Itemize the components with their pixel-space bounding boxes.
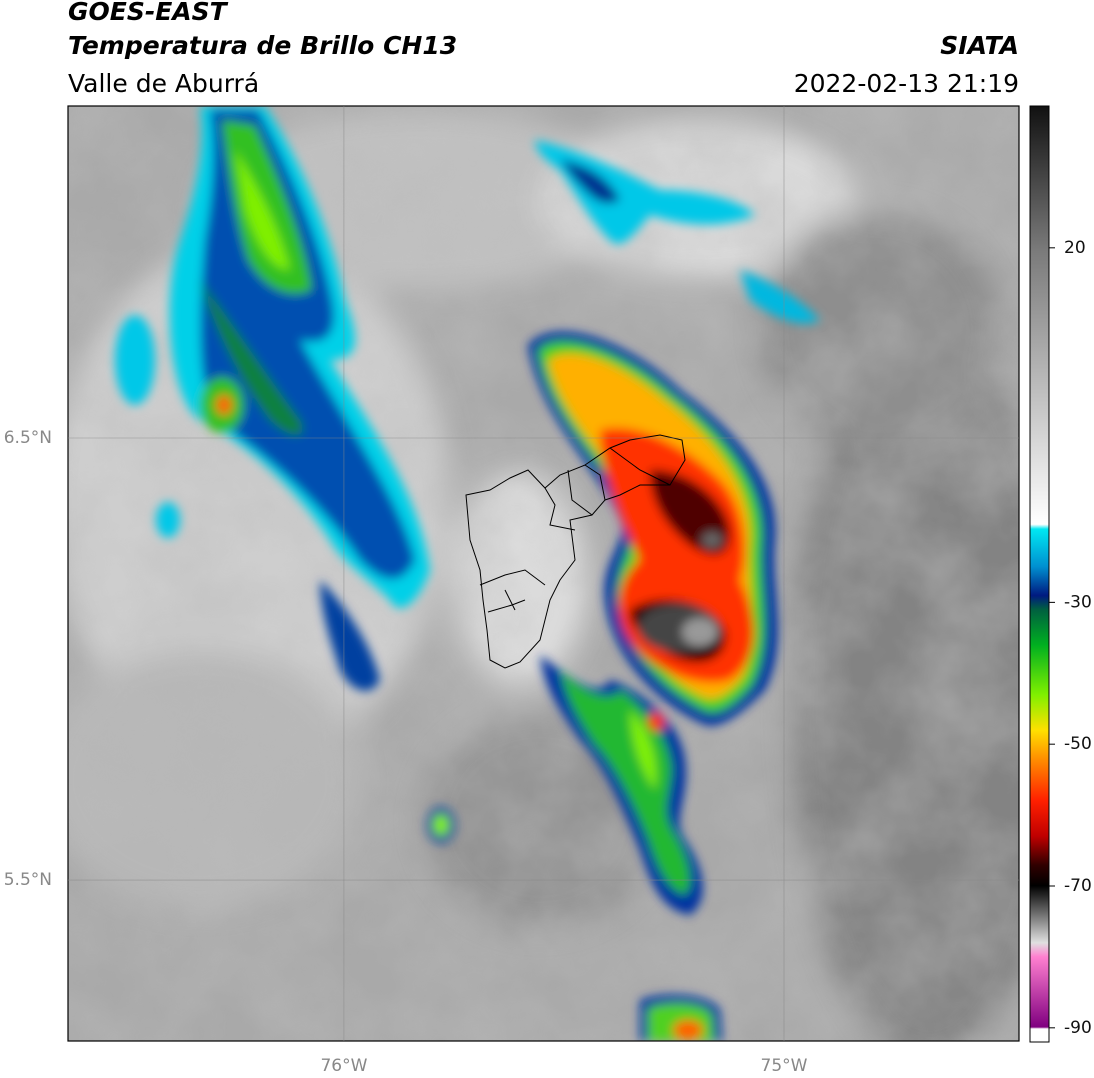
map-frame xyxy=(67,105,1020,1042)
lat-tick-label: 5.5°N xyxy=(4,870,52,890)
colorbar-tick-label: -50 xyxy=(1064,734,1092,754)
colorbar xyxy=(1029,105,1050,1043)
lon-tick-label: 75°W xyxy=(761,1056,808,1076)
municipal-boundaries xyxy=(465,434,686,669)
colorbar-tick-label: -90 xyxy=(1064,1018,1092,1038)
lat-tick-label: 6.5°N xyxy=(4,428,52,448)
colorbar-tick-label: -30 xyxy=(1064,592,1092,612)
satellite-image xyxy=(68,106,1019,1041)
colorbar-tick-label: 20 xyxy=(1064,238,1086,258)
colorbar-tick-label: -70 xyxy=(1064,876,1092,896)
region: Valle de Aburrá xyxy=(68,69,259,98)
source: SIATA xyxy=(940,31,1019,60)
lon-tick-label: 76°W xyxy=(320,1056,367,1076)
subtitle: Temperatura de Brillo CH13 xyxy=(68,31,457,60)
title: GOES-EAST xyxy=(68,0,229,26)
datetime: 2022-02-13 21:19 xyxy=(794,69,1019,98)
